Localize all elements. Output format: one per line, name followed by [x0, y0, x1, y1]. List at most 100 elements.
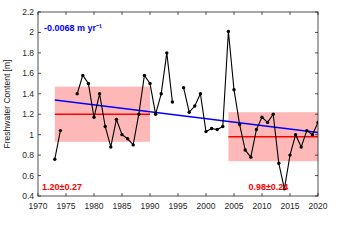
y-tick — [315, 155, 318, 156]
x-tick — [94, 193, 95, 196]
x-tick-label: 1985 — [113, 201, 132, 211]
y-tick-label: 0.8 — [22, 150, 34, 160]
point — [199, 92, 202, 95]
point — [255, 128, 258, 131]
x-tick — [290, 193, 291, 196]
point — [109, 145, 112, 148]
x-tick — [318, 12, 319, 15]
point — [232, 88, 235, 91]
mean-line — [55, 113, 150, 115]
x-tick — [150, 12, 151, 15]
x-tick — [122, 193, 123, 196]
x-tick — [206, 193, 207, 196]
point — [76, 92, 79, 95]
y-tick-label: 1.4 — [22, 89, 34, 99]
x-tick — [290, 12, 291, 15]
trend-label: -0.0068 m yr⁻¹ — [44, 23, 102, 33]
x-tick — [38, 12, 39, 15]
x-tick-label: 1990 — [141, 201, 160, 211]
x-tick-label: 2010 — [253, 201, 272, 211]
x-tick — [38, 193, 39, 196]
x-tick — [206, 12, 207, 15]
point — [272, 113, 275, 116]
y-tick — [315, 52, 318, 53]
frame — [38, 12, 318, 196]
y-tick — [315, 196, 318, 197]
point — [81, 74, 84, 77]
point — [148, 82, 151, 85]
y-tick — [315, 32, 318, 33]
point — [53, 158, 56, 161]
y-tick — [38, 134, 41, 135]
x-tick-label: 1995 — [169, 201, 188, 211]
y-tick — [315, 12, 318, 13]
y-tick — [315, 175, 318, 176]
x-tick-label: 1980 — [85, 201, 104, 211]
point — [204, 130, 207, 133]
point — [238, 123, 241, 126]
point — [98, 92, 101, 95]
point — [260, 116, 263, 119]
x-tick — [178, 12, 179, 15]
point — [294, 133, 297, 136]
y-tick — [38, 155, 41, 156]
x-tick-label: 1975 — [57, 201, 76, 211]
mean-label: 0.98±0.24 — [248, 182, 288, 192]
y-tick — [315, 114, 318, 115]
point — [87, 82, 90, 85]
y-tick — [315, 93, 318, 94]
x-tick — [122, 12, 123, 15]
y-tick-label: 2.2 — [22, 7, 34, 17]
y-tick — [38, 93, 41, 94]
plot-bg — [38, 12, 318, 196]
series-line — [55, 31, 318, 188]
point — [154, 113, 157, 116]
point — [311, 133, 314, 136]
x-tick — [150, 193, 151, 196]
x-tick-label: 2020 — [309, 201, 328, 211]
y-tick-label: 1.2 — [22, 109, 34, 119]
point — [59, 129, 62, 132]
y-tick — [38, 12, 41, 13]
x-tick-label: 2000 — [197, 201, 216, 211]
point — [305, 129, 308, 132]
y-tick-label: 1.6 — [22, 68, 34, 78]
point — [244, 148, 247, 151]
point — [277, 162, 280, 165]
y-tick — [38, 175, 41, 176]
point — [210, 127, 213, 130]
y-tick-label: 1.8 — [22, 48, 34, 58]
x-tick — [318, 193, 319, 196]
mean-label: 1.20±0.27 — [42, 182, 82, 192]
point — [120, 133, 123, 136]
y-tick — [38, 32, 41, 33]
plot-data — [53, 30, 318, 191]
trend-line — [55, 100, 318, 133]
y-tick-label: 0.4 — [22, 191, 34, 201]
x-tick-label: 2005 — [225, 201, 244, 211]
point — [160, 92, 163, 95]
y-tick — [38, 52, 41, 53]
point — [221, 125, 224, 128]
y-tick-label: 0.6 — [22, 171, 34, 181]
point — [288, 153, 291, 156]
y-tick — [38, 114, 41, 115]
point — [143, 74, 146, 77]
point — [249, 155, 252, 158]
point — [227, 30, 230, 33]
point — [126, 137, 129, 140]
point — [300, 145, 303, 148]
x-tick — [66, 193, 67, 196]
chart: 1970197519801985199019952000200520102015… — [0, 0, 356, 227]
point — [216, 128, 219, 131]
x-tick — [234, 12, 235, 15]
x-tick — [66, 12, 67, 15]
point — [92, 116, 95, 119]
point — [182, 86, 185, 89]
x-tick — [178, 193, 179, 196]
point — [193, 104, 196, 107]
point — [188, 110, 191, 113]
y-tick — [315, 73, 318, 74]
x-tick — [262, 12, 263, 15]
x-tick — [94, 12, 95, 15]
